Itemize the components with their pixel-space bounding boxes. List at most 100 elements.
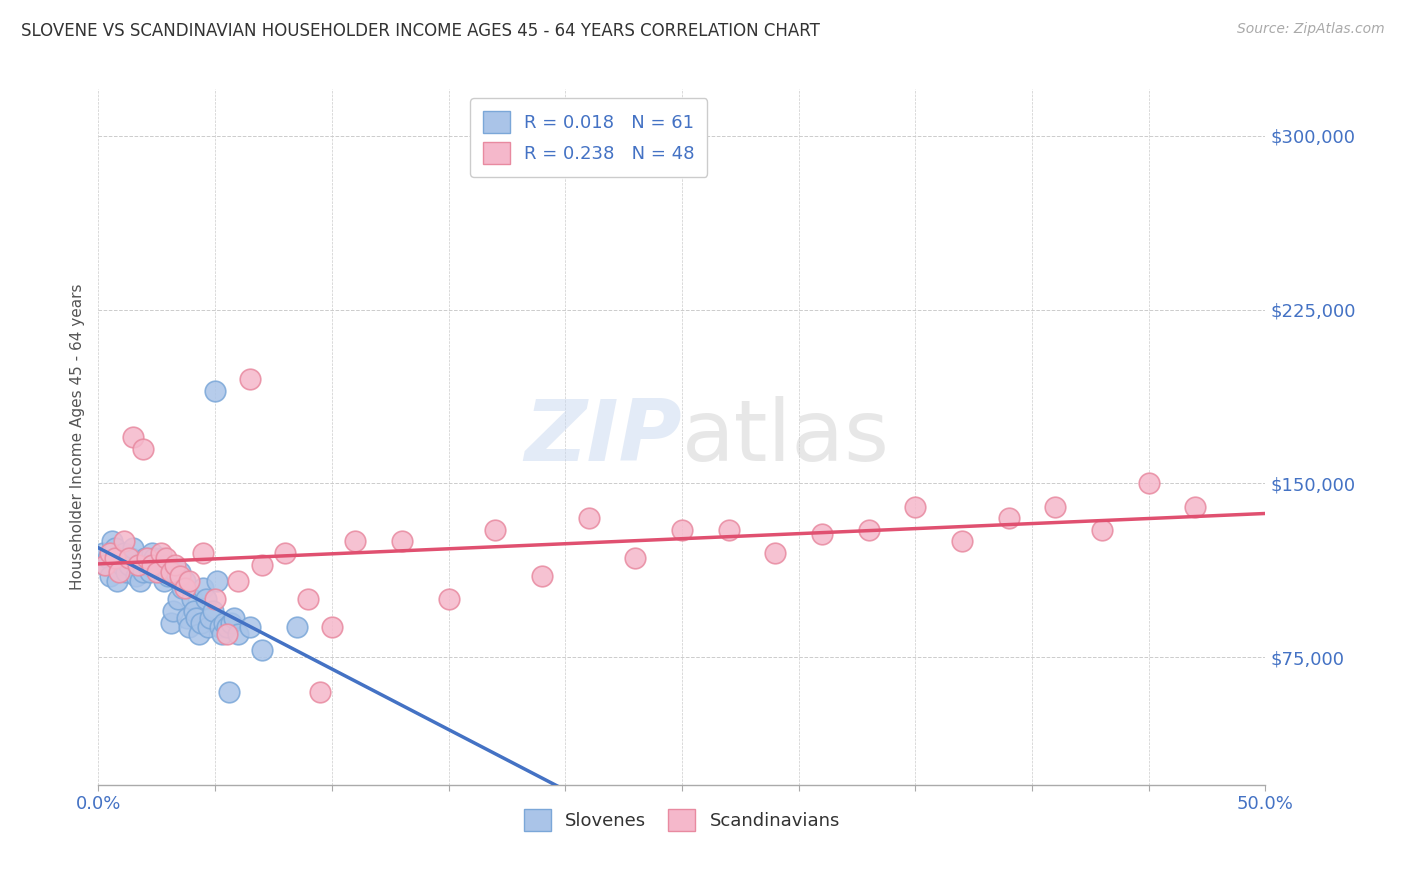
Point bbox=[122, 541, 145, 556]
Point bbox=[578, 511, 600, 525]
Point bbox=[250, 643, 273, 657]
Point bbox=[112, 546, 135, 560]
Point bbox=[94, 558, 117, 572]
Point bbox=[950, 534, 973, 549]
Point bbox=[215, 620, 238, 634]
Point bbox=[297, 592, 319, 607]
Point bbox=[1045, 500, 1067, 514]
Point bbox=[148, 565, 170, 579]
Point bbox=[155, 550, 177, 565]
Point bbox=[239, 372, 262, 386]
Point bbox=[91, 546, 114, 560]
Point bbox=[200, 611, 222, 625]
Point bbox=[179, 620, 201, 634]
Point bbox=[105, 574, 128, 588]
Point bbox=[108, 550, 131, 565]
Point bbox=[437, 592, 460, 607]
Point bbox=[115, 565, 138, 579]
Point bbox=[904, 500, 927, 514]
Point bbox=[1137, 476, 1160, 491]
Point bbox=[122, 430, 145, 444]
Point bbox=[127, 558, 149, 572]
Point bbox=[173, 581, 195, 595]
Point bbox=[183, 604, 205, 618]
Point bbox=[221, 615, 243, 630]
Point bbox=[624, 550, 647, 565]
Point bbox=[239, 620, 262, 634]
Point bbox=[193, 546, 215, 560]
Point bbox=[228, 574, 250, 588]
Point bbox=[215, 627, 238, 641]
Point bbox=[141, 558, 163, 572]
Point bbox=[187, 627, 209, 641]
Point bbox=[391, 534, 413, 549]
Point bbox=[165, 558, 187, 572]
Point bbox=[530, 569, 553, 583]
Point bbox=[204, 592, 226, 607]
Point bbox=[150, 550, 173, 565]
Point bbox=[197, 620, 219, 634]
Point bbox=[194, 592, 217, 607]
Text: SLOVENE VS SCANDINAVIAN HOUSEHOLDER INCOME AGES 45 - 64 YEARS CORRELATION CHART: SLOVENE VS SCANDINAVIAN HOUSEHOLDER INCO… bbox=[21, 22, 820, 40]
Point bbox=[165, 565, 187, 579]
Point bbox=[152, 574, 174, 588]
Point bbox=[186, 611, 208, 625]
Point bbox=[214, 615, 236, 630]
Point bbox=[858, 523, 880, 537]
Point bbox=[134, 550, 156, 565]
Point bbox=[112, 534, 135, 549]
Point bbox=[166, 592, 188, 607]
Point bbox=[309, 685, 332, 699]
Point bbox=[125, 569, 148, 583]
Text: atlas: atlas bbox=[682, 395, 890, 479]
Point bbox=[143, 550, 166, 565]
Point bbox=[173, 574, 195, 588]
Point bbox=[98, 546, 121, 560]
Point bbox=[111, 558, 134, 572]
Point bbox=[139, 565, 162, 579]
Point bbox=[321, 620, 343, 634]
Point bbox=[176, 611, 198, 625]
Point bbox=[208, 620, 231, 634]
Point bbox=[717, 523, 740, 537]
Point bbox=[104, 541, 127, 556]
Point bbox=[155, 558, 177, 572]
Point bbox=[141, 546, 163, 560]
Point bbox=[132, 565, 155, 579]
Point bbox=[222, 611, 245, 625]
Point bbox=[94, 558, 117, 572]
Point bbox=[129, 574, 152, 588]
Point bbox=[127, 558, 149, 572]
Point bbox=[169, 565, 191, 579]
Legend: Slovenes, Scandinavians: Slovenes, Scandinavians bbox=[516, 802, 848, 838]
Point bbox=[193, 581, 215, 595]
Point bbox=[146, 558, 169, 572]
Point bbox=[274, 546, 297, 560]
Point bbox=[484, 523, 506, 537]
Point bbox=[120, 550, 142, 565]
Point bbox=[118, 550, 141, 565]
Point bbox=[997, 511, 1019, 525]
Point bbox=[157, 569, 180, 583]
Text: ZIP: ZIP bbox=[524, 395, 682, 479]
Point bbox=[132, 442, 155, 456]
Point bbox=[180, 592, 202, 607]
Point bbox=[207, 574, 229, 588]
Point bbox=[211, 627, 233, 641]
Point bbox=[763, 546, 786, 560]
Point bbox=[146, 565, 169, 579]
Point bbox=[1091, 523, 1114, 537]
Point bbox=[172, 581, 194, 595]
Point bbox=[150, 546, 173, 560]
Y-axis label: Householder Income Ages 45 - 64 years: Householder Income Ages 45 - 64 years bbox=[69, 284, 84, 591]
Point bbox=[671, 523, 693, 537]
Point bbox=[98, 569, 121, 583]
Point bbox=[344, 534, 367, 549]
Point bbox=[136, 550, 159, 565]
Point bbox=[104, 550, 127, 565]
Point bbox=[218, 685, 240, 699]
Point bbox=[136, 558, 159, 572]
Point bbox=[159, 565, 181, 579]
Point bbox=[285, 620, 308, 634]
Point bbox=[190, 615, 212, 630]
